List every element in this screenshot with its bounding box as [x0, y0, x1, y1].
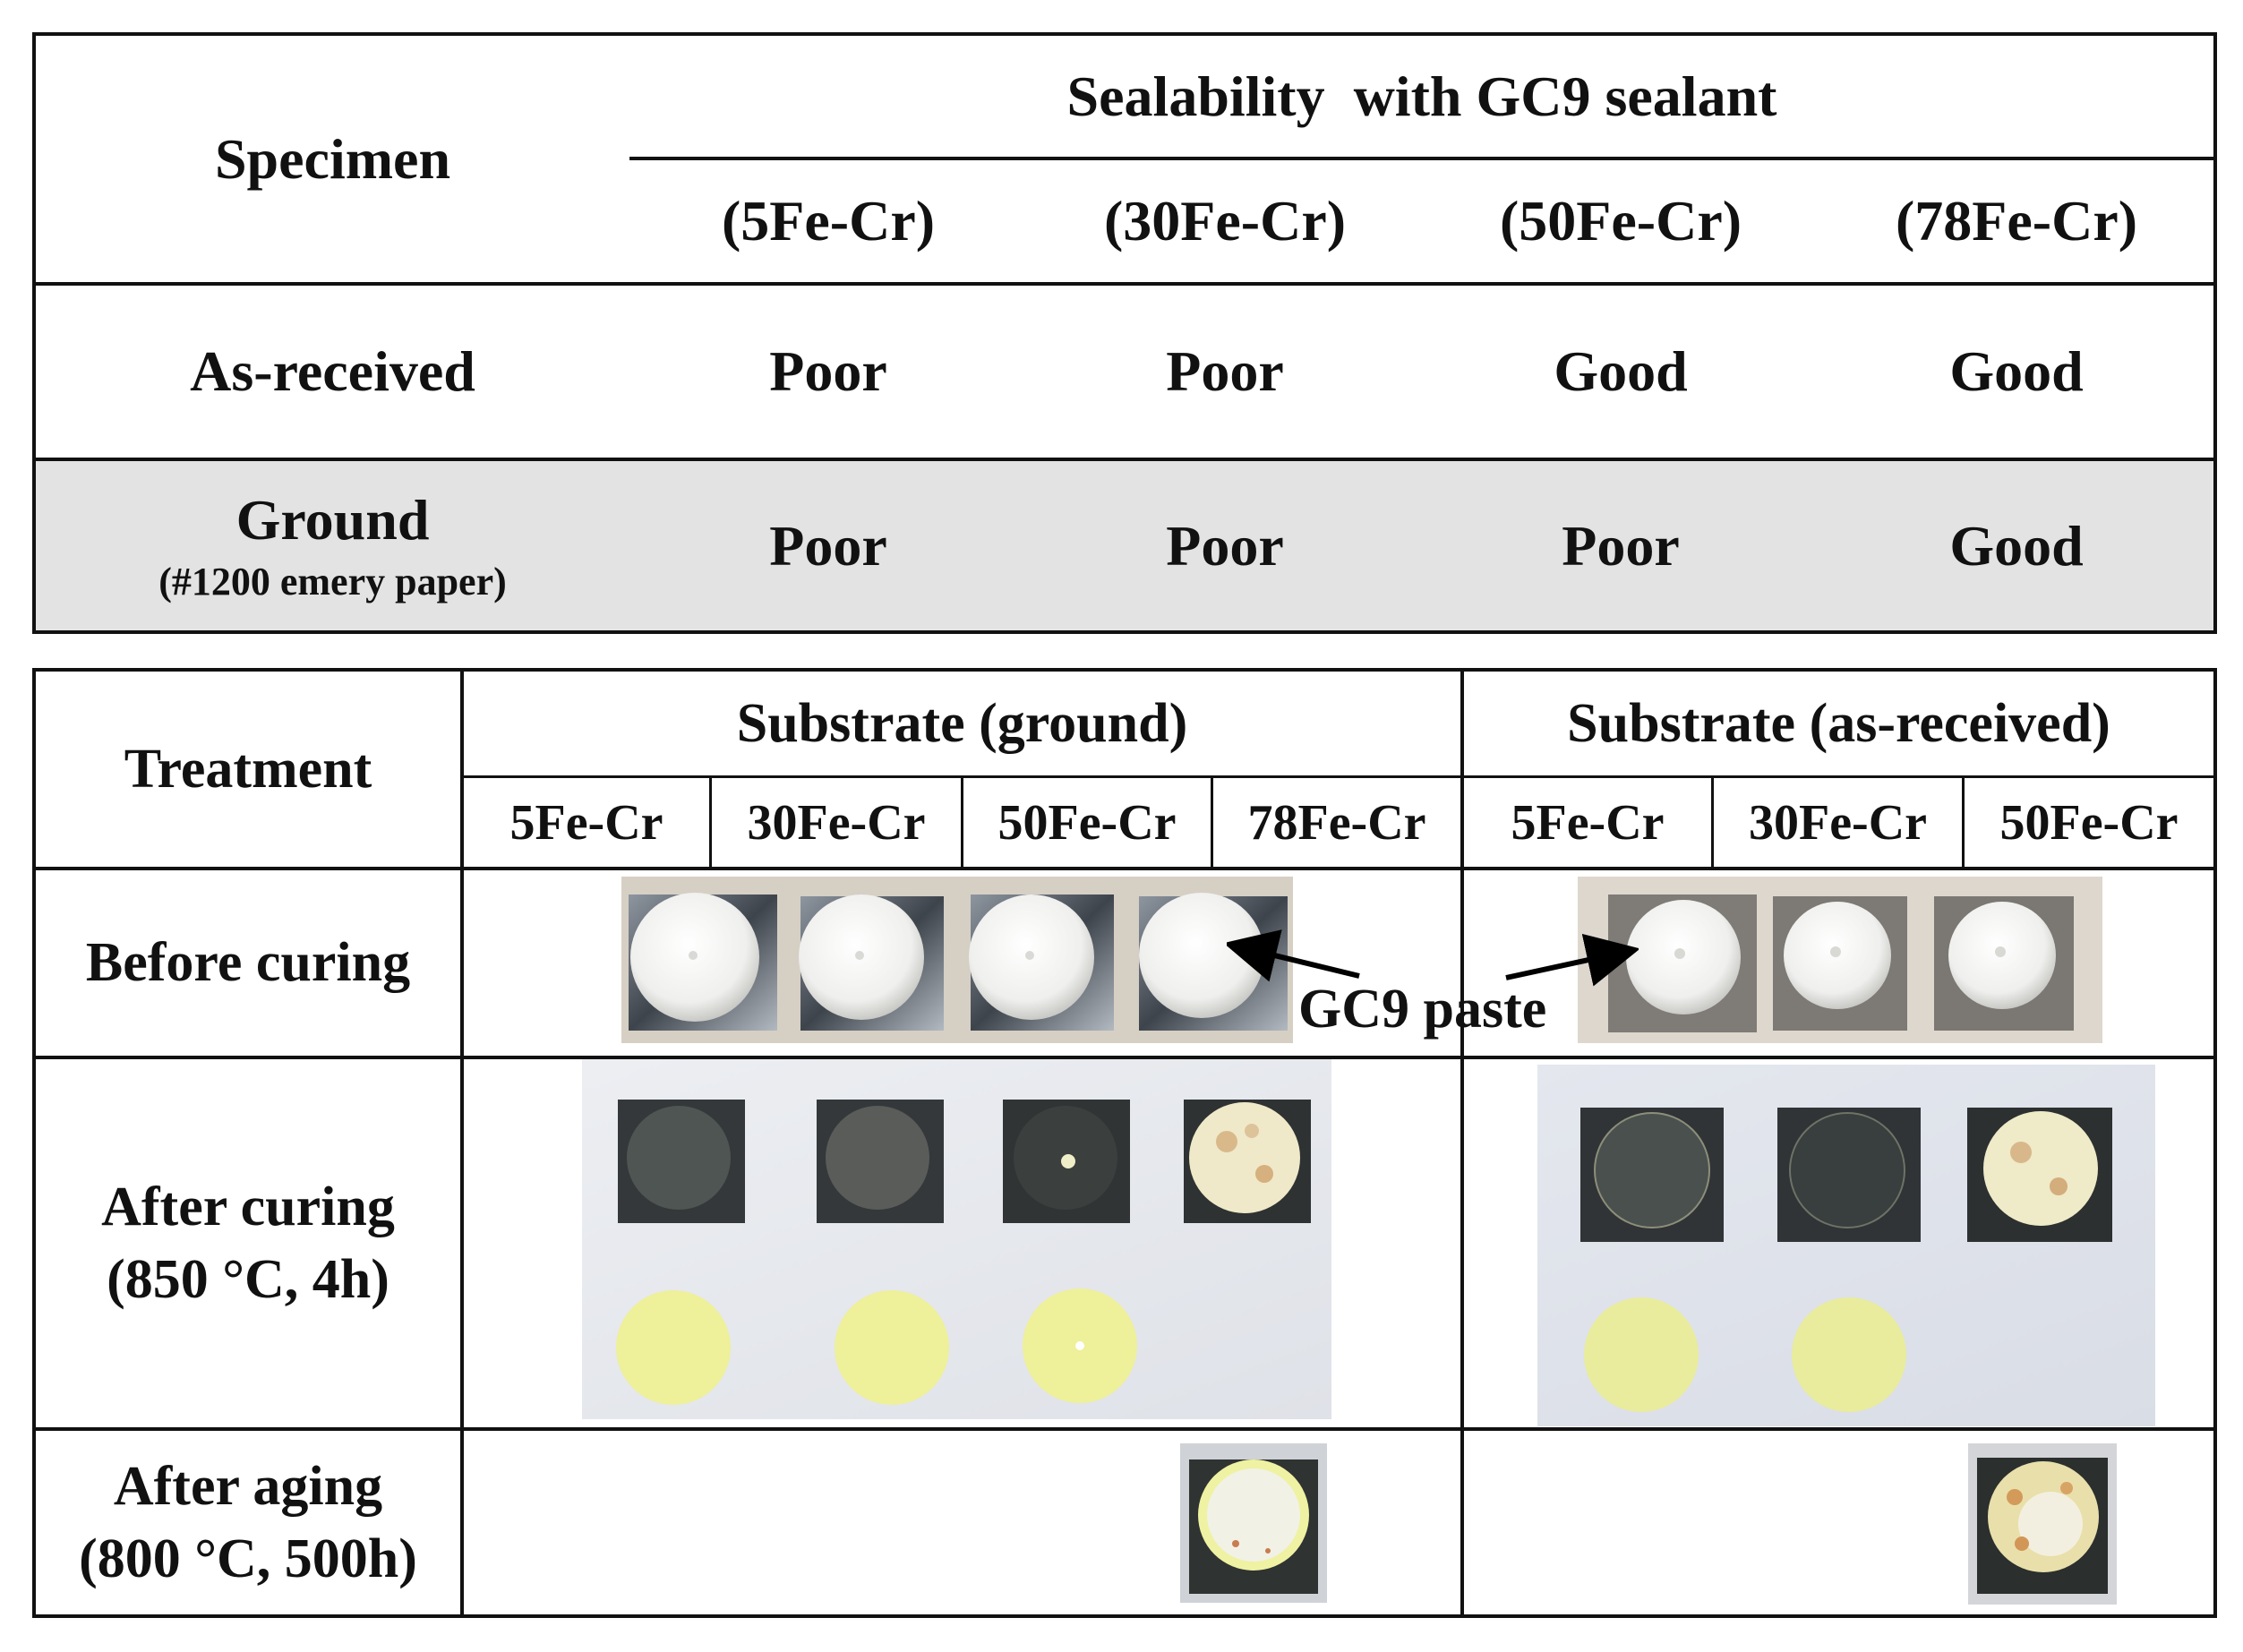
cell-ground-30fe: Poor [1166, 513, 1284, 578]
table1-group-divider [629, 157, 2215, 160]
photo-before-curing-ground [621, 877, 1293, 1043]
row-label-as-received: As-received [190, 339, 475, 403]
sealant-disk-ground-5fe [616, 1290, 731, 1405]
before-ground-sample-30fe [799, 894, 944, 1031]
photo-after-aging-asreceived-50fe [1968, 1443, 2117, 1605]
table2-header-divider [32, 867, 2217, 870]
photo-after-curing-asreceived [1537, 1065, 2155, 1426]
table1-left-border [32, 32, 36, 634]
ground-row-shading [36, 459, 2214, 632]
ground-col-50fe: 50Fe-Cr [997, 794, 1177, 851]
table2-group-divider [1460, 668, 1464, 1618]
treatment-header: Treatment [124, 738, 372, 800]
col-header-30fe: (30Fe-Cr) [1103, 189, 1347, 253]
asreceived-col-30fe: 30Fe-Cr [1748, 794, 1927, 851]
asreceived-col-5fe: 5Fe-Cr [1511, 794, 1665, 851]
cured-ground-substrate-30fe [817, 1100, 944, 1223]
sealant-disk-asreceived-5fe [1584, 1297, 1699, 1412]
arrow-to-asreceived-5fe [1505, 933, 1639, 987]
col-divider-a2 [1962, 775, 1965, 869]
arrow-to-ground-78fe [1227, 929, 1360, 982]
asreceived-group-header: Substrate (as-received) [1567, 692, 2110, 754]
table2-bottom-border [32, 1614, 2217, 1618]
col-header-5fe: (5Fe-Cr) [721, 189, 936, 253]
photo-after-curing-ground [582, 1059, 1331, 1419]
col-divider-g2 [961, 775, 963, 869]
row-label-ground: Ground [235, 488, 430, 552]
asreceived-col-50fe: 50Fe-Cr [1999, 794, 2179, 851]
before-asreceived-sample-50fe [1934, 896, 2074, 1031]
cured-asreceived-substrate-30fe [1777, 1108, 1921, 1242]
cured-ground-substrate-5fe [618, 1100, 745, 1223]
sealant-disk-asreceived-30fe [1792, 1297, 1906, 1412]
row-label-after-aging-conditions: (800 °C, 500h) [79, 1528, 417, 1589]
table2-row-divider-2 [32, 1427, 2217, 1431]
photo-before-curing-asreceived [1578, 877, 2102, 1043]
gc9-paste-arrows [1227, 929, 1639, 987]
col-header-78fe: (78Fe-Cr) [1895, 189, 2138, 253]
cell-as-received-30fe: Poor [1166, 339, 1284, 403]
table2-row-divider-1 [32, 1056, 2217, 1059]
cell-as-received-50fe: Good [1554, 339, 1688, 403]
before-asreceived-sample-30fe [1773, 896, 1907, 1031]
table2-left-border [32, 668, 36, 1618]
ground-group-header: Substrate (ground) [736, 692, 1188, 754]
table1-right-border [2213, 32, 2217, 634]
sealant-disk-ground-30fe [835, 1290, 949, 1405]
row-sublabel-ground: (#1200 emery paper) [158, 560, 507, 603]
before-asreceived-sample-5fe [1608, 894, 1757, 1032]
table2-top-border [32, 668, 2217, 672]
row-label-after-aging-cell: After aging (800 °C, 500h) [36, 1431, 460, 1614]
cured-asreceived-substrate-5fe [1580, 1108, 1724, 1242]
table1-bottom-border [32, 630, 2217, 634]
ground-col-30fe: 30Fe-Cr [747, 794, 926, 851]
photo-after-aging-ground-78fe [1180, 1443, 1327, 1603]
row-label-after-curing-conditions: (850 °C, 4h) [107, 1248, 390, 1310]
table2-group-underline [460, 775, 2217, 778]
cell-ground-50fe: Poor [1562, 513, 1680, 578]
table1-header-divider [32, 282, 2217, 286]
before-ground-sample-5fe [629, 893, 777, 1031]
before-ground-sample-78fe [1139, 893, 1288, 1031]
table2-right-border [2213, 668, 2217, 1618]
cured-ground-substrate-78fe [1184, 1100, 1311, 1223]
row-label-after-curing: After curing [101, 1176, 395, 1237]
table1-top-border [32, 32, 2217, 36]
row-label-ground-cell: Ground (#1200 emery paper) [36, 461, 629, 630]
cured-asreceived-substrate-50fe [1967, 1108, 2112, 1242]
row-label-before-curing: Before curing [85, 932, 411, 993]
row-label-after-aging: After aging [113, 1455, 383, 1517]
col-divider-g1 [709, 775, 712, 869]
row-label-after-curing-cell: After curing (850 °C, 4h) [36, 1059, 460, 1427]
ground-col-5fe: 5Fe-Cr [509, 794, 663, 851]
sealant-disk-ground-50fe [1023, 1288, 1137, 1403]
cell-ground-78fe: Good [1949, 513, 2084, 578]
cell-ground-5fe: Poor [769, 513, 887, 578]
cell-as-received-5fe: Poor [769, 339, 887, 403]
table1-row-divider [32, 458, 2217, 461]
sealability-group-header: Sealability with GC9 sealant [1066, 64, 1777, 128]
table2-label-divider [460, 668, 464, 1618]
cell-as-received-78fe: Good [1949, 339, 2084, 403]
col-divider-a1 [1711, 775, 1714, 869]
gc9-paste-label: GC9 paste [1298, 979, 1547, 1040]
col-header-50fe: (50Fe-Cr) [1499, 189, 1742, 253]
cured-ground-substrate-50fe [1003, 1100, 1130, 1223]
col-divider-g3 [1211, 775, 1213, 869]
ground-col-78fe: 78Fe-Cr [1247, 794, 1426, 851]
specimen-header: Specimen [214, 126, 451, 191]
before-ground-sample-50fe [969, 894, 1114, 1031]
